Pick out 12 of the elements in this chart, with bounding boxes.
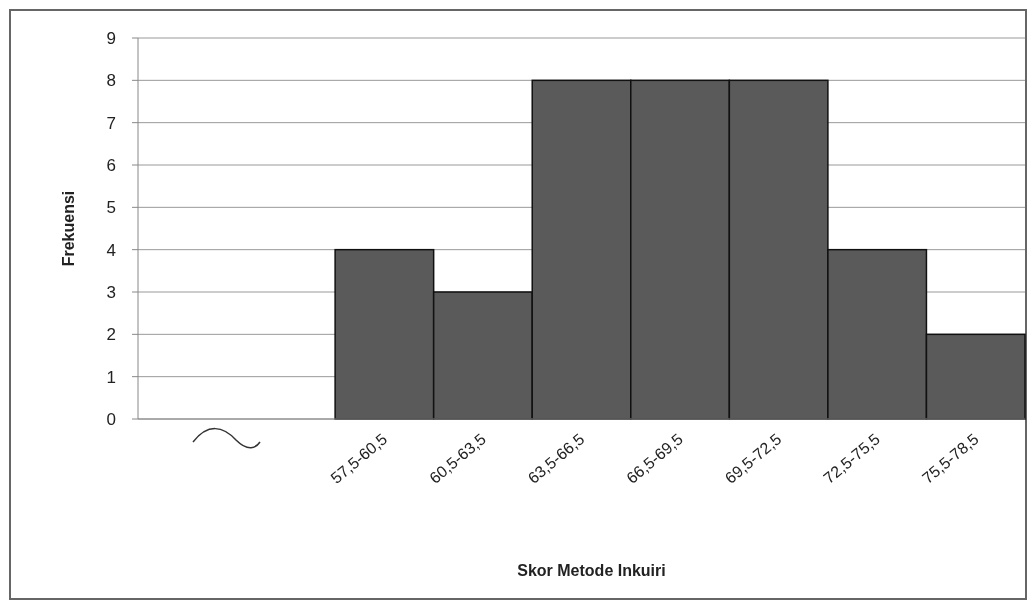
y-tick-label: 0 — [106, 409, 116, 429]
x-axis-title: Skor Metode Inkuiri — [517, 562, 666, 579]
y-tick-label: 9 — [106, 28, 116, 48]
y-axis-title: Frekuensi — [60, 190, 77, 267]
y-tick-label: 7 — [106, 113, 116, 133]
y-tick-label: 6 — [106, 155, 116, 175]
y-tick-label: 1 — [106, 367, 116, 387]
y-tick-label: 3 — [106, 282, 116, 302]
y-tick-label: 5 — [106, 198, 116, 218]
y-tick-label: 4 — [106, 240, 116, 260]
y-tick-label: 2 — [106, 325, 116, 345]
y-tick-label: 8 — [106, 71, 116, 91]
